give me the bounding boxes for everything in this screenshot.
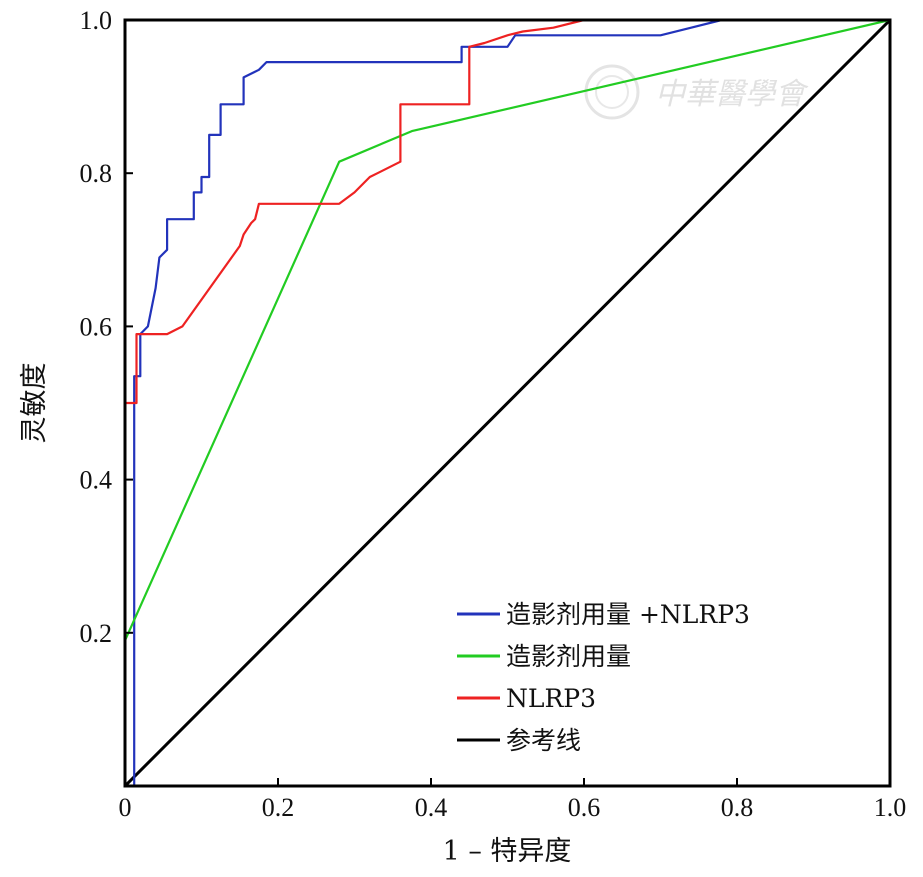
x-tick-label-5: 1.0 bbox=[874, 793, 907, 822]
watermark-seal-icon bbox=[586, 66, 638, 118]
x-tick-label-0: 0 bbox=[119, 793, 132, 822]
legend-label-1: 造影剂用量 bbox=[506, 642, 631, 671]
legend-label-3: 参考线 bbox=[506, 726, 581, 755]
watermark: 中華醫學會 bbox=[586, 66, 809, 118]
y-tick-label-0: 0.2 bbox=[80, 619, 113, 648]
watermark-seal-inner bbox=[596, 76, 628, 108]
legend-label-0: 造影剂用量 +NLRP3 bbox=[506, 600, 750, 629]
watermark-text: 中華醫學會 bbox=[655, 77, 809, 112]
x-axis-title: 1 – 特异度 bbox=[443, 836, 572, 867]
y-tick-label-3: 0.8 bbox=[80, 159, 113, 188]
roc-chart: 中華醫學會 0 0.2 0.4 0.6 0.8 1.0 0.2 0.4 0.6 0.8 1.0 1 … bbox=[0, 0, 923, 877]
y-axis-title: 灵敏度 bbox=[19, 363, 50, 444]
series-line-1 bbox=[125, 20, 890, 641]
x-tick-label-4: 0.8 bbox=[721, 793, 754, 822]
plot-area bbox=[125, 20, 890, 786]
legend-label-2: NLRP3 bbox=[506, 684, 596, 713]
y-tick-label-1: 0.4 bbox=[80, 466, 113, 495]
y-tick-label-2: 0.6 bbox=[80, 312, 113, 341]
legend: 造影剂用量 +NLRP3 造影剂用量 NLRP3 参考线 bbox=[457, 600, 750, 755]
y-tick-label-4: 1.0 bbox=[80, 6, 113, 35]
x-tick-label-3: 0.6 bbox=[568, 793, 601, 822]
series-line-3 bbox=[125, 20, 890, 786]
x-tick-label-2: 0.4 bbox=[415, 793, 448, 822]
x-tick-label-1: 0.2 bbox=[262, 793, 295, 822]
